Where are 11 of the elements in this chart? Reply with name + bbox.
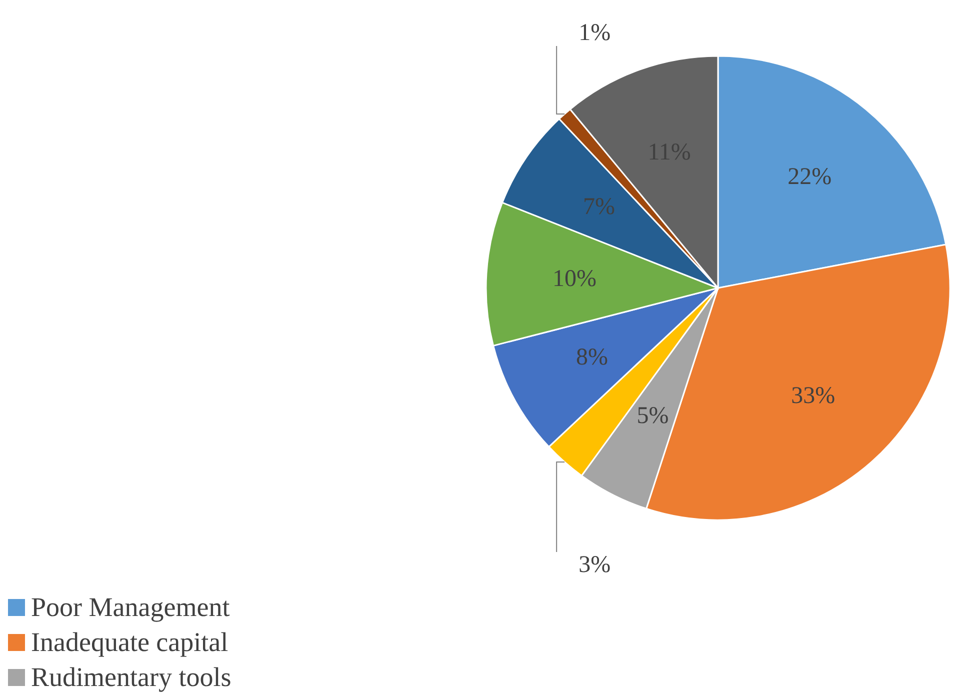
legend-label: Inadequate capital <box>31 626 228 659</box>
data-label: 22% <box>788 164 832 190</box>
data-label: 1% <box>578 20 611 46</box>
data-label: 8% <box>576 344 608 370</box>
legend-label: Rudimentary tools <box>31 661 232 694</box>
data-label: 10% <box>552 266 596 292</box>
data-label: 3% <box>578 552 611 578</box>
legend-label: Poor Management <box>31 591 230 624</box>
data-label: 33% <box>791 382 836 409</box>
data-label: 5% <box>636 403 669 430</box>
data-label: 7% <box>583 194 616 220</box>
